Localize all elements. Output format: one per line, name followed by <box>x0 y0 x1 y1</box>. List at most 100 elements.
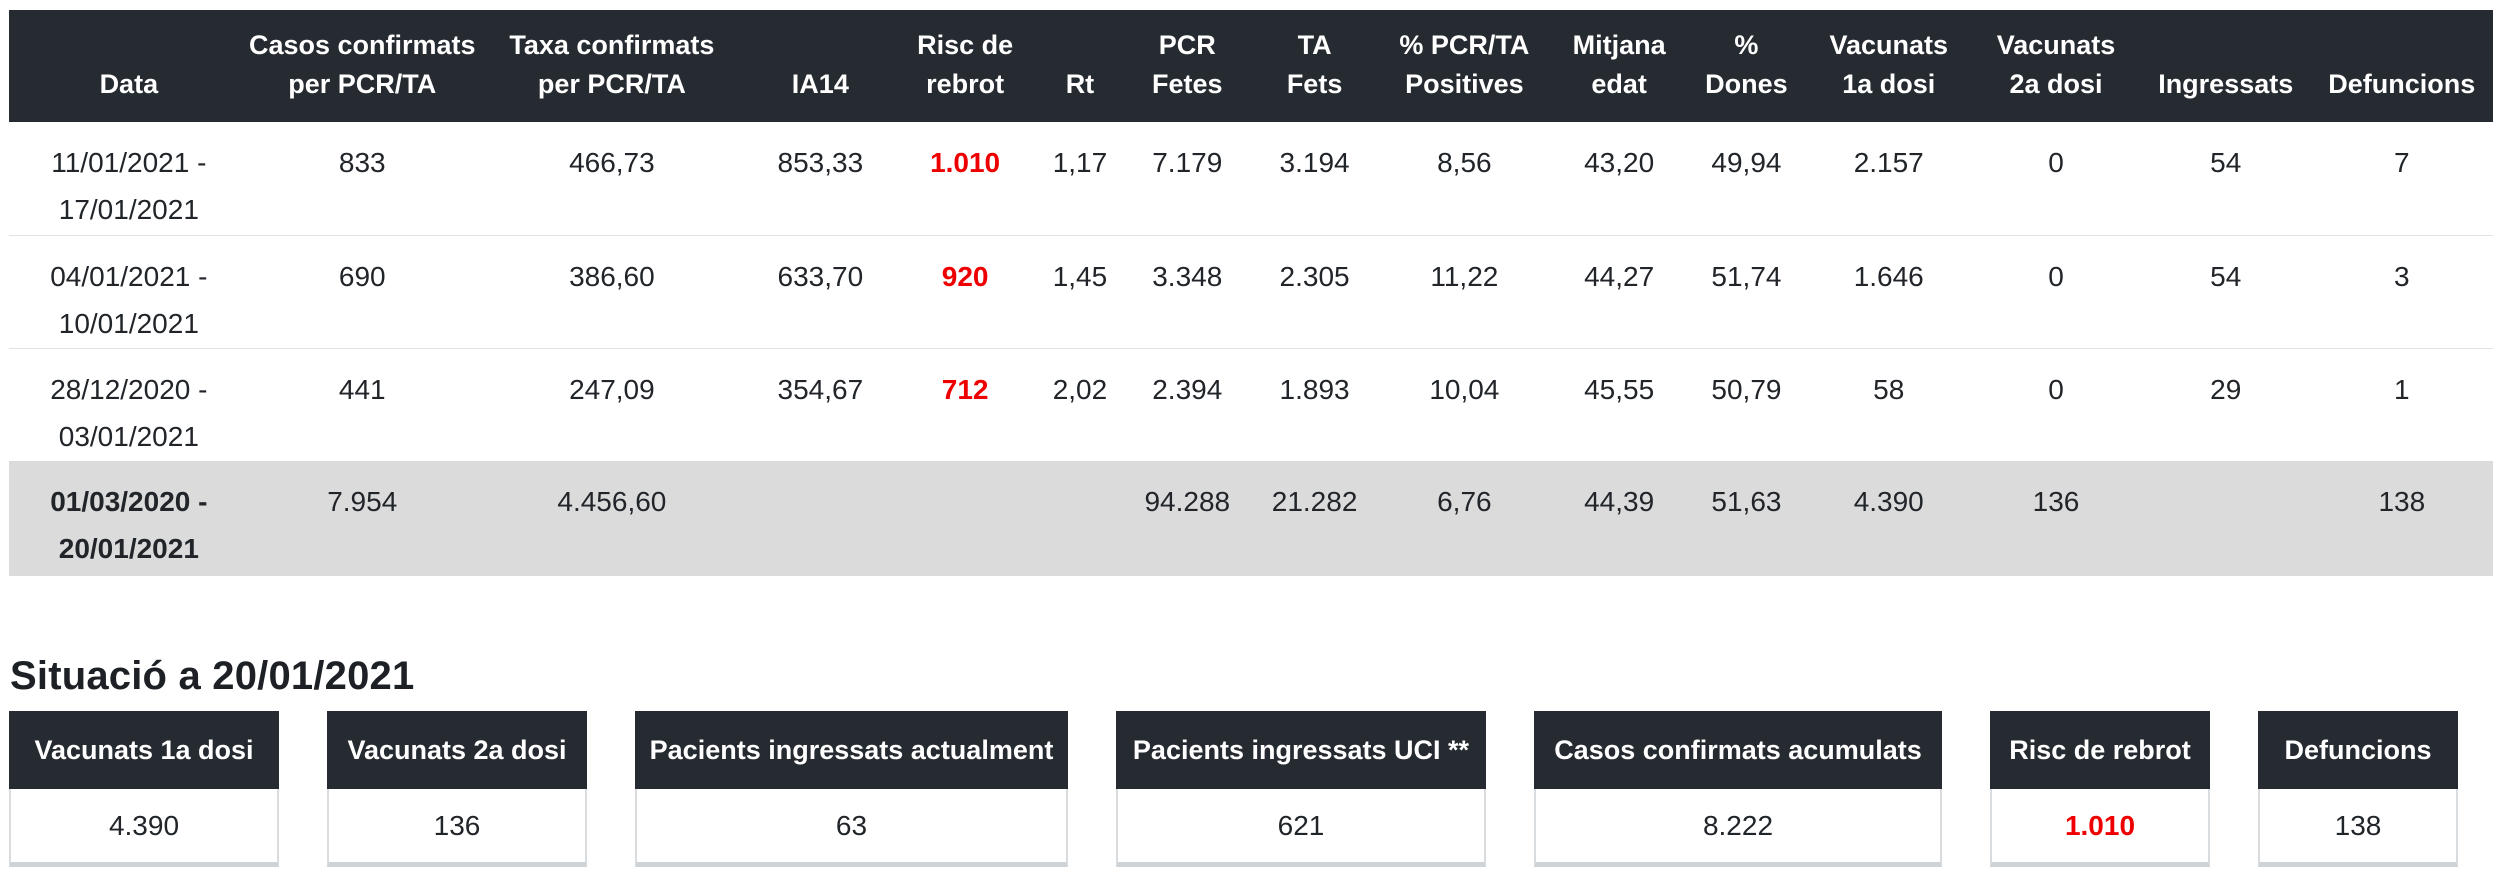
table-cell: 3.194 <box>1279 147 1350 178</box>
summary-cell: 44,39 <box>1584 486 1655 517</box>
table-cell: 10,04 <box>1429 373 1500 405</box>
card-value: 63 <box>635 789 1068 867</box>
table-cell: 1 <box>2394 373 2410 405</box>
header-cell-pcr-fetes: PCR Fetes <box>1152 29 1223 99</box>
summary-cell: 4.456,60 <box>557 486 667 517</box>
table-cell: 45,55 <box>1584 373 1655 405</box>
table-cell: 43,20 <box>1584 147 1655 178</box>
risc-rebrot-cell: 712 <box>941 373 989 405</box>
summary-cell: 138 <box>2378 486 2426 517</box>
header-cell-vacunats-1a: Vacunats 1a dosi <box>1829 29 1948 99</box>
table-header: Data Casos confirmats per PCR/TA Taxa co… <box>9 10 2493 122</box>
summary-cell <box>893 461 1038 576</box>
table-cell: 29 <box>2210 373 2242 405</box>
header-cell-casos-confirmats: Casos confirmats per PCR/TA <box>248 29 476 99</box>
table-row: 04/01/2021 - 10/01/2021 690 386,60 633,7… <box>9 235 2493 348</box>
table-header-row: Data Casos confirmats per PCR/TA Taxa co… <box>9 10 2493 122</box>
table-cell: 354,67 <box>777 373 864 405</box>
covid-stats-table: Data Casos confirmats per PCR/TA Taxa co… <box>9 10 2493 576</box>
table-cell: 0 <box>2048 147 2064 178</box>
date-cell: 11/01/2021 - 17/01/2021 <box>51 147 207 226</box>
card-pacients-uci: Pacients ingressats UCI ** 621 <box>1116 711 1486 867</box>
table-cell: 2.394 <box>1152 373 1223 405</box>
table-cell: 466,73 <box>569 147 655 178</box>
summary-cell: 51,63 <box>1711 486 1782 517</box>
card-value: 4.390 <box>9 789 279 867</box>
summary-cell: 136 <box>2032 486 2080 517</box>
header-cell-ia14: IA14 <box>791 68 849 99</box>
summary-cell <box>2141 461 2311 576</box>
summary-cell <box>1038 461 1123 576</box>
risc-rebrot-cell: 920 <box>941 260 989 292</box>
table-cell: 49,94 <box>1711 147 1782 178</box>
table-cell: 3 <box>2394 260 2410 292</box>
summary-cell: 6,76 <box>1437 486 1492 517</box>
card-label: Pacients ingressats UCI ** <box>1116 711 1486 789</box>
table-cell: 1,17 <box>1052 147 1108 178</box>
table-cell: 0 <box>2048 260 2064 292</box>
table-cell: 54 <box>2210 260 2242 292</box>
header-cell-pcr-ta-positives: % PCR/TA Positives <box>1399 29 1530 99</box>
table-cell: 1.646 <box>1853 260 1924 292</box>
table-cell: 1.893 <box>1279 373 1350 405</box>
table-row: 11/01/2021 - 17/01/2021 833 466,73 853,3… <box>9 122 2493 235</box>
card-risc-rebrot: Risc de rebrot 1.010 <box>1990 711 2210 867</box>
card-label: Vacunats 2a dosi <box>327 711 587 789</box>
summary-cell <box>748 461 893 576</box>
date-cell: 04/01/2021 - 10/01/2021 <box>50 260 208 339</box>
table-row: 28/12/2020 - 03/01/2021 441 247,09 354,6… <box>9 348 2493 461</box>
header-cell-ta-fets: TA Fets <box>1286 29 1343 99</box>
card-label: Vacunats 1a dosi <box>9 711 279 789</box>
header-cell-dones: % Dones <box>1705 29 1788 99</box>
table-cell: 2,02 <box>1052 373 1108 405</box>
card-label: Casos confirmats acumulats <box>1534 711 1942 789</box>
table-cell: 441 <box>338 373 386 405</box>
header-cell-taxa-confirmats: Taxa confirmats per PCR/TA <box>509 29 715 99</box>
summary-cell: 4.390 <box>1853 486 1924 517</box>
header-cell-mitjana-edat: Mitjana edat <box>1572 29 1666 99</box>
table-cell: 7 <box>2394 147 2410 178</box>
table-cell: 2.157 <box>1853 147 1924 178</box>
card-label: Defuncions <box>2258 711 2458 789</box>
summary-row: 01/03/2020 - 20/01/2021 7.954 4.456,60 9… <box>9 461 2493 576</box>
card-label: Risc de rebrot <box>1990 711 2210 789</box>
card-value: 1.010 <box>1990 789 2210 867</box>
summary-cell: 94.288 <box>1144 486 1231 517</box>
table-cell: 833 <box>338 147 386 178</box>
situation-cards: Vacunats 1a dosi 4.390 Vacunats 2a dosi … <box>9 711 2493 867</box>
table-cell: 1,45 <box>1052 260 1108 292</box>
table-cell: 51,74 <box>1711 260 1782 292</box>
table-cell: 2.305 <box>1279 260 1350 292</box>
card-vacunats-1a-dosi: Vacunats 1a dosi 4.390 <box>9 711 279 867</box>
table-cell: 386,60 <box>569 260 655 292</box>
header-cell-vacunats-2a: Vacunats 2a dosi <box>1996 29 2116 99</box>
card-value: 136 <box>327 789 587 867</box>
table-cell: 633,70 <box>777 260 864 292</box>
table-cell: 247,09 <box>569 373 655 405</box>
summary-date-cell: 01/03/2020 - 20/01/2021 <box>50 486 208 565</box>
card-value: 621 <box>1116 789 1486 867</box>
header-cell-rt: Rt <box>1065 68 1095 99</box>
table-cell: 44,27 <box>1584 260 1655 292</box>
table-cell: 0 <box>2048 373 2064 405</box>
table-cell: 3.348 <box>1152 260 1223 292</box>
header-cell-defuncions: Defuncions <box>2328 68 2476 99</box>
table-cell: 54 <box>2210 147 2242 178</box>
card-value: 8.222 <box>1534 789 1942 867</box>
card-value: 138 <box>2258 789 2458 867</box>
card-casos-acumulats: Casos confirmats acumulats 8.222 <box>1534 711 1942 867</box>
summary-cell: 21.282 <box>1271 486 1358 517</box>
card-label: Pacients ingressats actualment <box>635 711 1068 789</box>
table-cell: 11,22 <box>1430 260 1499 292</box>
card-defuncions: Defuncions 138 <box>2258 711 2458 867</box>
header-cell-risc-rebrot: Risc de rebrot <box>917 29 1014 99</box>
header-cell-ingressats: Ingressats <box>2158 68 2294 99</box>
summary-cell: 7.954 <box>327 486 398 517</box>
date-cell: 28/12/2020 - 03/01/2021 <box>50 373 208 452</box>
table-cell: 50,79 <box>1711 373 1782 405</box>
situation-title: Situació a 20/01/2021 <box>10 654 415 698</box>
card-vacunats-2a-dosi: Vacunats 2a dosi 136 <box>327 711 587 867</box>
table-cell: 7.179 <box>1152 147 1223 178</box>
table-cell: 8,56 <box>1437 147 1492 178</box>
header-cell-data: Data <box>99 68 159 99</box>
